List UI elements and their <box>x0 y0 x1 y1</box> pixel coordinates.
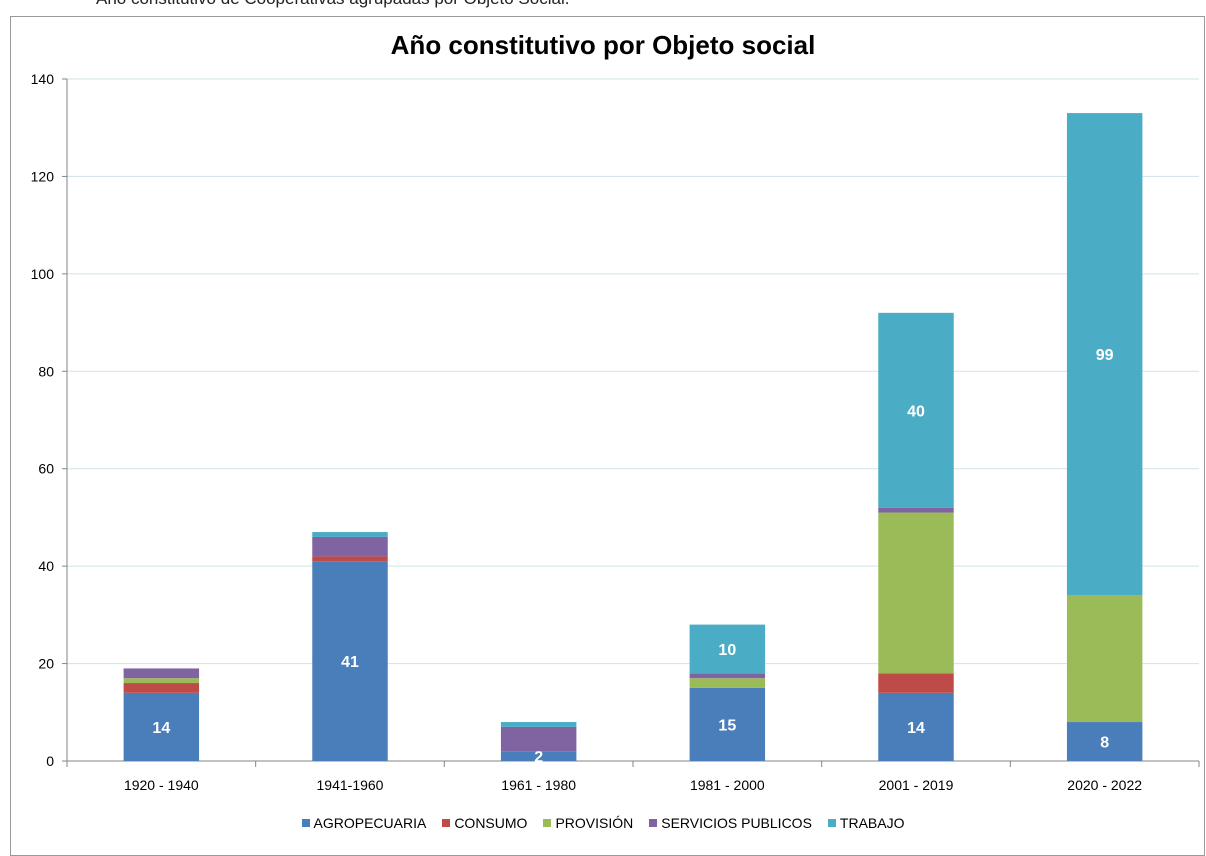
legend-swatch <box>543 819 552 827</box>
data-label: 8 <box>1100 735 1109 752</box>
bar-segment-servicios-publicos <box>312 536 388 557</box>
bar-segment-consumo <box>123 683 200 693</box>
chart-title: Año constitutivo por Objeto social <box>390 30 816 60</box>
bar-segment-trabajo <box>689 624 766 674</box>
legend-label: AGROPECUARIA <box>313 815 427 831</box>
legend-label: CONSUMO <box>454 815 528 831</box>
bar-segment-trabajo <box>878 312 954 508</box>
legend-item: TRABAJO <box>827 815 905 831</box>
bar-segment-agropecuaria <box>689 687 766 761</box>
legend-item: CONSUMO <box>442 815 527 831</box>
legend-label: TRABAJO <box>839 815 905 831</box>
legend-label: SERVICIOS PUBLICOS <box>661 815 812 831</box>
y-tick-label: 0 <box>46 753 54 769</box>
bar-segment-consumo <box>878 673 954 693</box>
bar-segment-servicios-publicos <box>689 673 766 679</box>
bar-segment-agropecuaria <box>312 561 388 761</box>
y-tick-label: 140 <box>31 71 55 87</box>
legend-item: AGROPECUARIA <box>301 815 427 831</box>
legend-swatch <box>649 819 658 827</box>
bar-segment-trabajo <box>1066 113 1143 596</box>
bar-segment-consumo <box>312 556 388 562</box>
chart-legend: AGROPECUARIA CONSUMO PROVISIÓN SERVICIOS PU… <box>0 815 1206 831</box>
y-tick-label: 60 <box>38 461 54 477</box>
data-label: 2 <box>534 749 543 766</box>
y-tick-label: 100 <box>31 266 55 282</box>
bar-segment-agropecuaria <box>500 751 577 761</box>
bar-segment-servicios-publicos <box>878 507 954 513</box>
y-tick-label: 80 <box>38 363 54 379</box>
legend-item: PROVISIÓN <box>543 815 633 831</box>
bar-segment-trabajo <box>312 532 388 537</box>
bar-segment-provisi-n <box>123 678 200 684</box>
x-tick-label: 1920 - 1940 <box>124 777 199 793</box>
legend-swatch <box>442 819 451 827</box>
legend-swatch <box>827 819 836 827</box>
bar-segment-provisi-n <box>1066 595 1143 723</box>
legend-label: PROVISIÓN <box>555 815 634 831</box>
legend-swatch <box>301 819 310 827</box>
figure-caption: Año constitutivo de Cooperativas agrupad… <box>96 0 569 9</box>
x-tick-label: 1961 - 1980 <box>501 777 576 793</box>
bar-segment-servicios-publicos <box>123 668 200 679</box>
y-tick-label: 120 <box>31 168 55 184</box>
data-label: 14 <box>907 720 925 737</box>
legend-item: SERVICIOS PUBLICOS <box>649 815 812 831</box>
chart-area <box>10 16 1205 856</box>
y-tick-label: 40 <box>38 558 54 574</box>
x-tick-label: 2001 - 2019 <box>879 777 954 793</box>
bar-segment-agropecuaria <box>1066 722 1143 761</box>
x-tick-label: 1941-1960 <box>317 777 384 793</box>
data-label: 41 <box>341 654 359 671</box>
data-label: 15 <box>718 717 736 734</box>
bar-segment-agropecuaria <box>123 692 200 761</box>
data-label: 99 <box>1096 347 1114 364</box>
bar-segment-agropecuaria <box>878 692 954 761</box>
bar-segment-servicios-publicos <box>500 726 577 752</box>
data-label: 40 <box>907 403 925 420</box>
data-label: 10 <box>718 642 736 659</box>
data-label: 14 <box>152 720 170 737</box>
bar-segment-trabajo <box>500 722 577 727</box>
y-tick-label: 20 <box>38 656 54 672</box>
x-tick-label: 1981 - 2000 <box>690 777 765 793</box>
bar-segment-provisi-n <box>689 678 766 688</box>
x-tick-label: 2020 - 2022 <box>1067 777 1142 793</box>
bar-segment-provisi-n <box>878 512 954 674</box>
